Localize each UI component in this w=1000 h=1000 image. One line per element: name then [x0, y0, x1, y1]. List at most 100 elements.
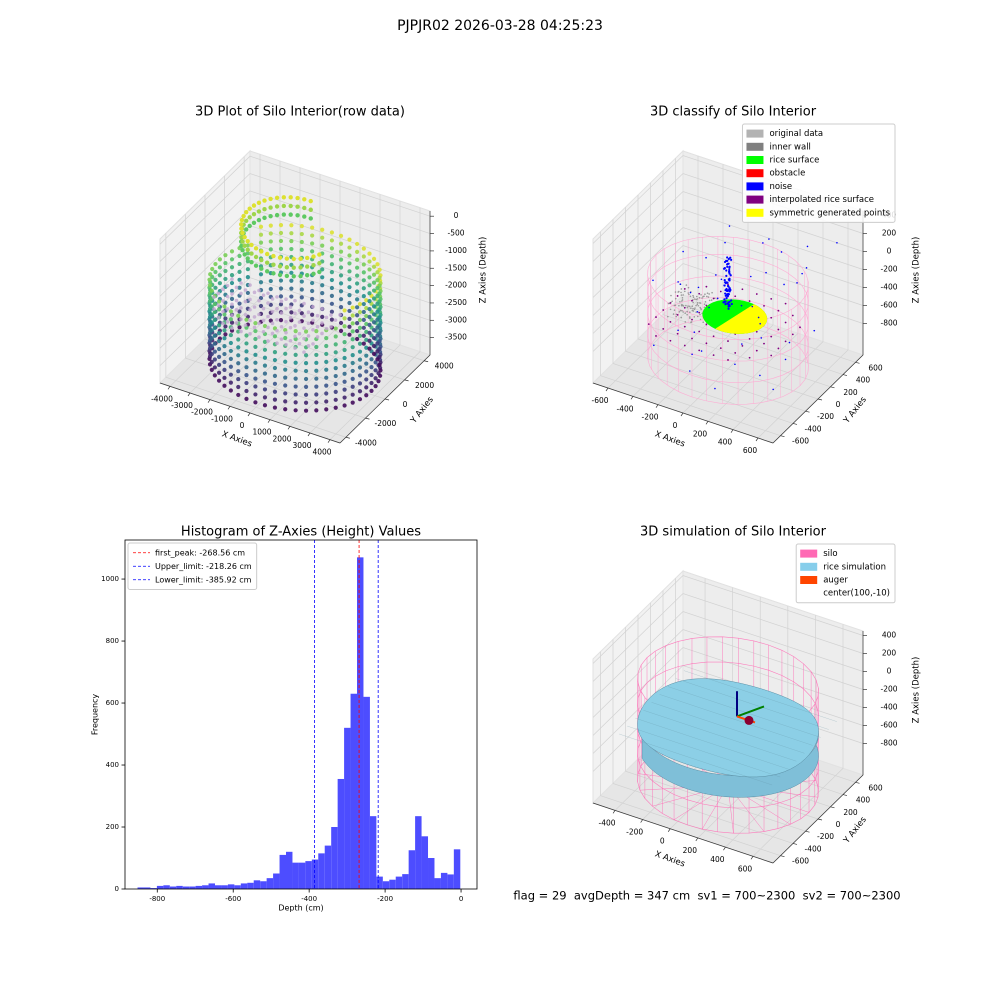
- hist-bar: [389, 879, 396, 889]
- scatter-dot: [689, 295, 692, 298]
- grid-line: [165, 233, 346, 438]
- scatter-dot: [692, 301, 694, 304]
- scatter-dot: [333, 342, 338, 347]
- scatter-dot: [369, 380, 374, 386]
- scatter-dot: [216, 331, 222, 336]
- x-tick-label: 0: [660, 837, 665, 846]
- scatter-dot: [279, 311, 284, 315]
- status-footer: flag = 29 avgDepth = 347 cm sv1 = 700~23…: [513, 889, 900, 903]
- scatter-dot: [350, 400, 355, 405]
- scatter-dot: [266, 314, 270, 319]
- scatter-dot: [209, 351, 214, 357]
- scatter-dot: [221, 321, 225, 326]
- scatter-dot: [229, 249, 235, 254]
- scatter-dot: [303, 368, 309, 374]
- scatter-dot: [293, 298, 297, 303]
- scatter-dot: [244, 396, 249, 401]
- y-tick-label: 0: [836, 820, 841, 829]
- scatter-dot: [320, 307, 324, 311]
- scatter-dot: [222, 304, 227, 309]
- scatter-dot: [375, 301, 380, 306]
- scatter-dot: [302, 214, 307, 219]
- scatter-dot: [272, 334, 278, 339]
- scatter-dot: [248, 318, 252, 323]
- scatter-dot: [371, 280, 377, 285]
- scatter-dot: [376, 378, 381, 384]
- scatter-dot: [371, 256, 377, 261]
- scatter-dot: [333, 318, 338, 322]
- x-tick-label: 600: [743, 446, 758, 455]
- scatter-dot: [329, 285, 335, 291]
- scatter-dot: [244, 218, 249, 224]
- scatter-dot: [209, 336, 214, 341]
- scatter-dot: [228, 340, 233, 346]
- scatter-dot: [320, 291, 325, 296]
- scatter-dot: [268, 196, 273, 202]
- scatter-dot: [239, 217, 245, 223]
- scatter-dot: [289, 310, 294, 315]
- scatter-dot: [702, 321, 705, 324]
- scatter-dot: [234, 285, 239, 290]
- scatter-dot: [228, 372, 233, 377]
- scatter-dot: [681, 300, 683, 302]
- scatter-dot: [676, 295, 679, 297]
- scatter-dot: [704, 293, 706, 296]
- scatter-dot: [705, 285, 708, 288]
- scatter-dot: [284, 265, 290, 270]
- x-tick-label: 1000: [252, 428, 271, 437]
- hist-bar: [344, 727, 351, 889]
- tick-mark: [705, 421, 709, 425]
- scatter-dot: [237, 277, 242, 282]
- z-axis-label: Z Axies (Depth): [912, 657, 922, 724]
- scatter-dot: [258, 280, 264, 285]
- scatter-dot: [364, 369, 369, 374]
- scatter-dot: [361, 325, 366, 330]
- scatter-dot: [314, 376, 319, 381]
- legend-label: symmetric generated points: [769, 208, 890, 218]
- scatter-dot: [237, 325, 242, 330]
- x-tick-label: -600: [225, 895, 241, 903]
- scatter-dot: [244, 209, 249, 215]
- scatter-dot: [784, 340, 787, 343]
- z-tick-label: -600: [880, 301, 897, 310]
- scatter-dot: [242, 243, 247, 248]
- scatter-dot: [748, 337, 751, 340]
- scatter-dot: [727, 359, 729, 361]
- scatter-dot: [270, 309, 275, 314]
- tick-mark: [830, 806, 835, 809]
- scatter-dot: [784, 358, 787, 361]
- scatter-dot: [324, 359, 329, 364]
- grid-line: [682, 181, 774, 414]
- scatter-dot: [237, 253, 242, 259]
- scatter-dot: [696, 315, 699, 318]
- scatter-dot: [367, 314, 372, 320]
- hist-bar: [137, 887, 144, 889]
- scatter-dot: [243, 288, 248, 292]
- tick-mark: [817, 818, 823, 821]
- rice-mesh: [667, 686, 821, 738]
- legend-label: rice surface: [769, 156, 819, 166]
- scatter-dot: [217, 265, 222, 270]
- grid-line: [662, 170, 844, 375]
- scatter-dot: [223, 260, 228, 266]
- scatter-dot: [283, 391, 288, 396]
- scatter-dot: [777, 347, 780, 350]
- scatter-dot: [209, 312, 214, 317]
- hist-bar: [163, 885, 170, 889]
- legend-box: [127, 542, 258, 590]
- scatter-dot: [278, 230, 284, 236]
- scatter-dot: [347, 324, 352, 329]
- scatter-dot: [209, 344, 214, 349]
- scatter-dot: [216, 370, 222, 375]
- scatter-dot: [272, 405, 278, 410]
- scatter-dot: [308, 216, 313, 221]
- scatter-dot: [306, 344, 311, 348]
- x-tick-label: 2000: [272, 434, 291, 443]
- legend-label: original data: [769, 129, 823, 139]
- scatter-dot: [685, 284, 688, 286]
- x-tick-label: 3000: [292, 441, 311, 450]
- scatter-dot: [694, 307, 696, 309]
- scatter-dot: [228, 348, 233, 354]
- scatter-dot: [223, 316, 228, 321]
- grid-line: [185, 214, 366, 419]
